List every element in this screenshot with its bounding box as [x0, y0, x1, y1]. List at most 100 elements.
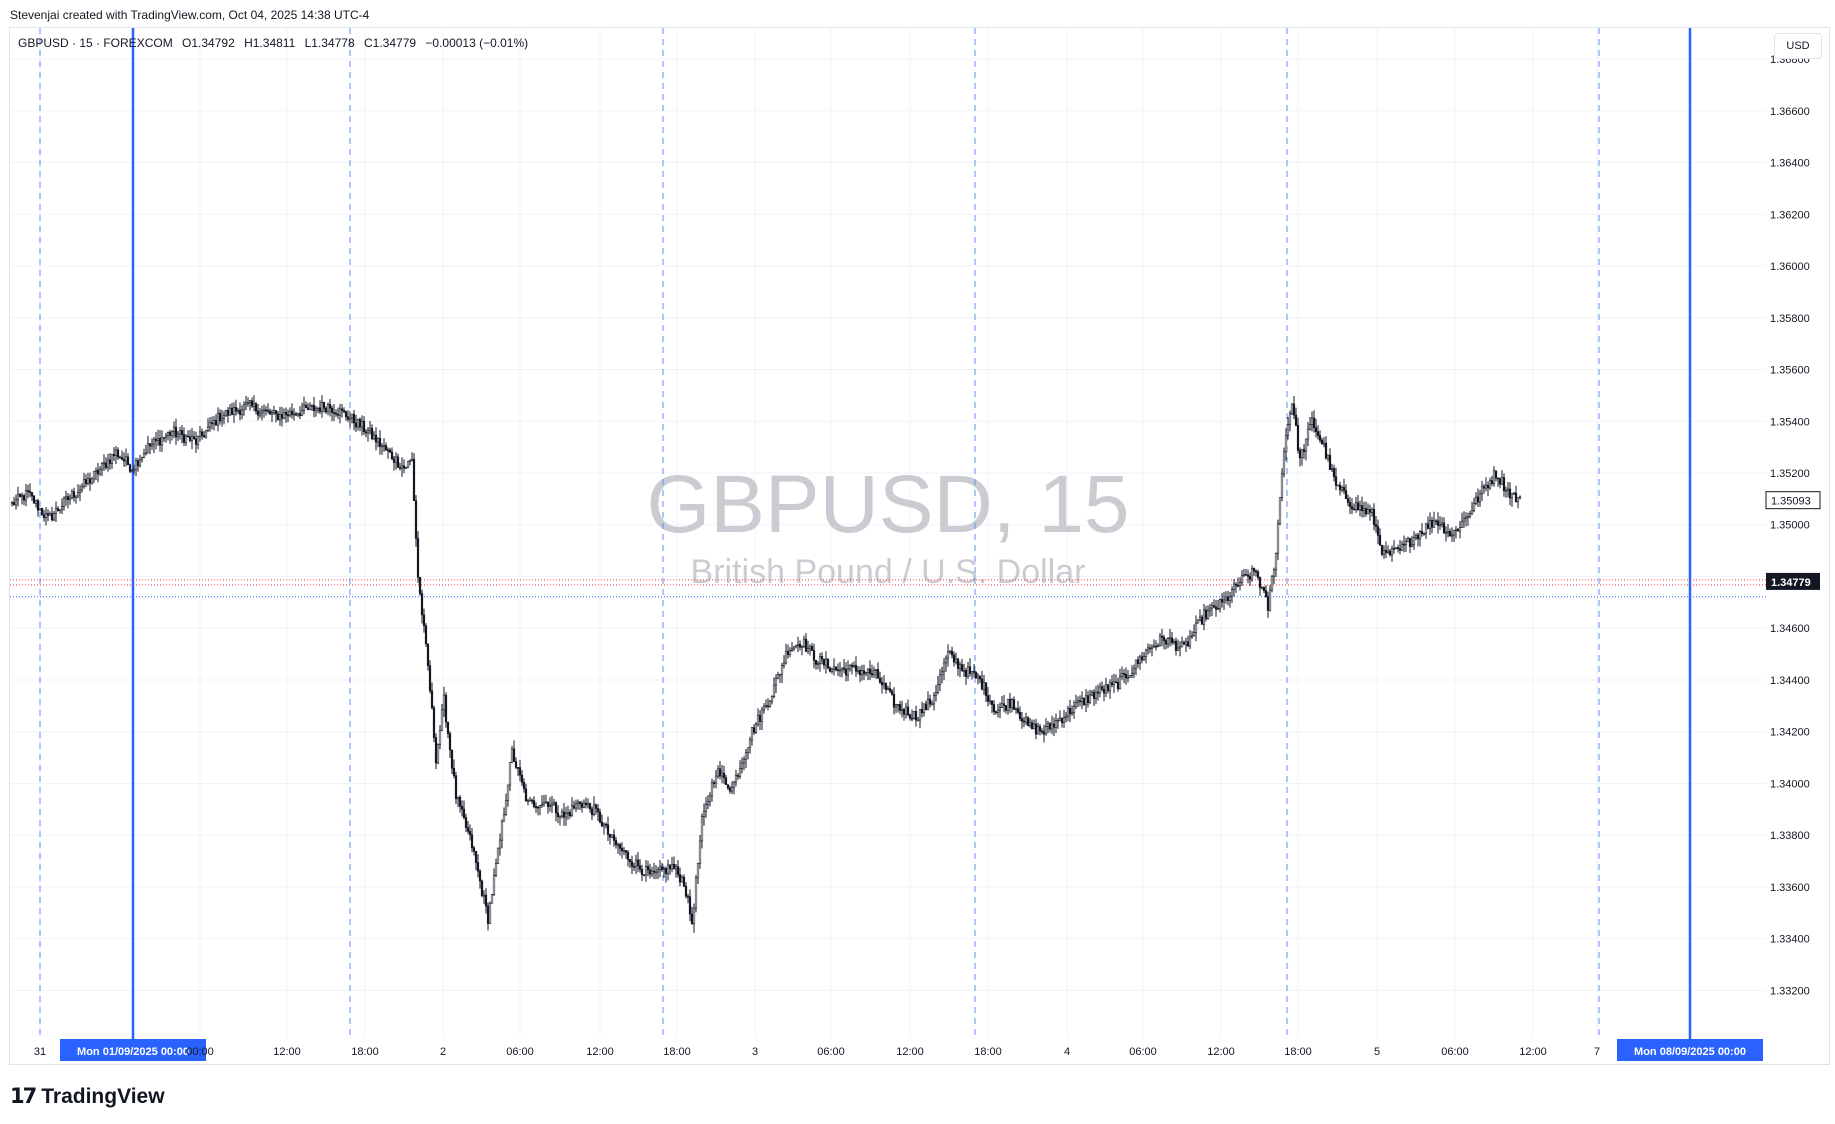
- candle-body: [14, 499, 18, 506]
- candle-body: [1104, 684, 1108, 694]
- candle-body: [894, 704, 898, 708]
- candle-body: [1480, 486, 1484, 495]
- candle-body: [160, 437, 164, 446]
- candle-body: [142, 452, 146, 458]
- candle-body: [394, 456, 398, 463]
- candle-body: [916, 719, 920, 722]
- candle-body: [1392, 548, 1396, 550]
- tradingview-logo-text: TradingView: [41, 1084, 165, 1108]
- candle-body: [640, 869, 644, 875]
- time-axis: 31 00:00 12:00 18:00 2 06:00 12:00 18:00 3 06:00 1…: [34, 1046, 1600, 1058]
- candle-body: [1416, 534, 1420, 540]
- candle-body: [1362, 508, 1366, 512]
- candle-body: [444, 694, 448, 723]
- candle-body: [776, 674, 780, 679]
- candle-body: [1354, 502, 1358, 510]
- candle-body: [1130, 672, 1134, 676]
- candle-body: [1436, 520, 1440, 526]
- tradingview-logo[interactable]: 𝟭𝟳 TradingView: [10, 1084, 165, 1109]
- candle-body: [800, 646, 804, 648]
- candle-body: [756, 714, 760, 725]
- candle-body: [22, 495, 26, 501]
- candle-body: [1376, 526, 1380, 536]
- candle-body: [264, 409, 268, 412]
- candle-body: [364, 431, 368, 434]
- legend-close: C1.34779: [364, 36, 417, 50]
- candle-body: [236, 409, 240, 412]
- candle-body: [948, 650, 952, 653]
- candle-body: [1086, 695, 1090, 703]
- candle-body: [722, 772, 726, 779]
- candle-body: [256, 410, 260, 416]
- legend-symbol[interactable]: GBPUSD · 15 · FOREXCOM: [18, 36, 173, 50]
- time-tick-label: 18:00: [663, 1046, 691, 1058]
- candle-body: [1070, 712, 1074, 715]
- price-tick-label: 1.33400: [1770, 934, 1810, 946]
- candle-body: [1036, 726, 1040, 735]
- candle-body: [1324, 442, 1328, 459]
- time-tick-label: 31: [34, 1046, 46, 1058]
- candle-body: [986, 695, 990, 702]
- candle-body: [602, 823, 606, 827]
- candle-body: [1514, 492, 1518, 503]
- candle-body: [700, 816, 704, 842]
- candle-body: [1228, 596, 1232, 601]
- candle-body: [498, 839, 502, 849]
- candle-body: [1476, 496, 1480, 503]
- candle-body: [232, 407, 236, 416]
- candle-body: [1178, 646, 1182, 649]
- candle-body: [70, 491, 74, 499]
- candle-body: [540, 803, 544, 806]
- candle-body: [984, 682, 988, 696]
- candle-body: [1064, 715, 1068, 718]
- candle-body: [1004, 705, 1008, 711]
- candle-body: [614, 840, 618, 846]
- candle-body: [1116, 682, 1120, 690]
- time-tick-label: 12:00: [1207, 1046, 1235, 1058]
- candle-body: [10, 501, 14, 504]
- candle-body: [838, 669, 842, 672]
- candle-body: [1188, 636, 1192, 647]
- candle-body: [1056, 720, 1060, 722]
- candle-body: [750, 727, 754, 741]
- candle-body: [158, 438, 162, 446]
- candle-body: [1408, 537, 1412, 547]
- candle-body: [966, 666, 970, 677]
- candle-body: [56, 508, 60, 512]
- candle-body: [212, 419, 216, 425]
- price-axis: 1.368001.366001.364001.362001.360001.358…: [1765, 54, 1821, 997]
- candle-body: [788, 650, 792, 655]
- candle-body: [1470, 510, 1474, 515]
- candle-body: [1202, 609, 1206, 625]
- chart-frame[interactable]: [9, 27, 1830, 1065]
- candle-body: [1140, 656, 1144, 661]
- candle-body: [1422, 533, 1426, 535]
- candle-body: [1306, 428, 1310, 440]
- candle-body: [1052, 723, 1056, 728]
- candle-body: [314, 408, 318, 411]
- candle-body: [186, 435, 190, 438]
- candle-body: [1118, 676, 1122, 690]
- candle-body: [86, 478, 90, 485]
- candle-body: [250, 400, 254, 407]
- time-tick-label: 18:00: [1284, 1046, 1312, 1058]
- candle-body: [1458, 527, 1462, 532]
- candle-body: [218, 412, 222, 422]
- candle-body: [730, 787, 734, 792]
- candle-body: [1136, 659, 1140, 664]
- candle-body: [778, 673, 782, 676]
- candle-body: [122, 458, 126, 462]
- candle-body: [1184, 641, 1188, 645]
- candle-body: [592, 804, 596, 815]
- candle-body: [168, 431, 172, 436]
- candle-body: [1462, 518, 1466, 522]
- candle-body: [1128, 675, 1132, 678]
- candle-body: [390, 451, 394, 460]
- candle-body: [334, 412, 338, 415]
- currency-button[interactable]: USD: [1774, 33, 1822, 59]
- candle-body: [924, 703, 928, 711]
- candle-body: [988, 700, 992, 703]
- candle-body: [1378, 535, 1382, 546]
- candle-body: [18, 494, 22, 498]
